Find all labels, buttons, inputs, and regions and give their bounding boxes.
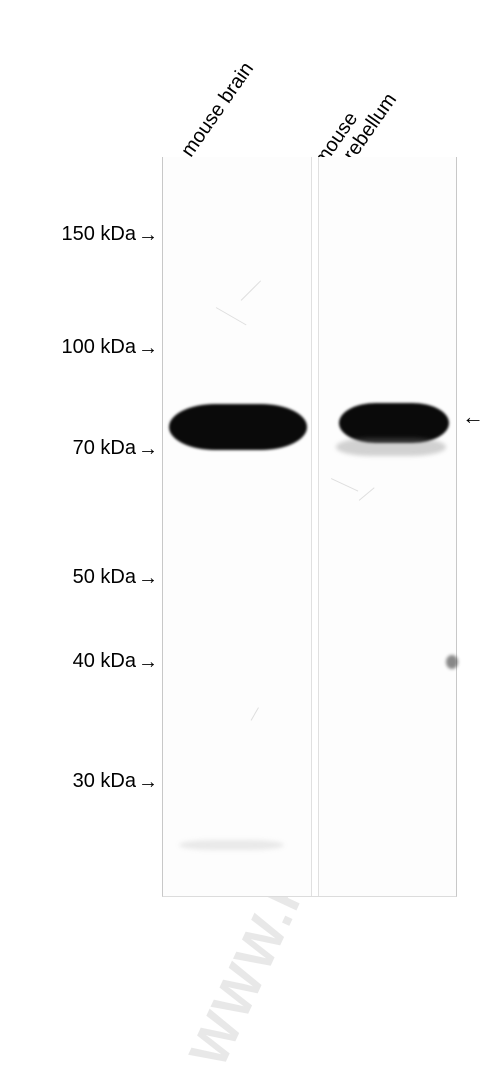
marker-label: 100 kDa bbox=[62, 336, 137, 359]
lane-divider bbox=[311, 157, 319, 896]
artifact-hair bbox=[359, 487, 375, 501]
artifact-hair bbox=[216, 307, 247, 325]
marker-label: 70 kDa bbox=[73, 437, 136, 460]
blot-membrane bbox=[162, 157, 457, 897]
marker-40kda: 40 kDa → bbox=[0, 650, 158, 673]
marker-30kda: 30 kDa → bbox=[0, 770, 158, 793]
marker-50kda: 50 kDa → bbox=[0, 566, 158, 589]
marker-label: 150 kDa bbox=[62, 223, 137, 246]
marker-arrow-icon: → bbox=[138, 338, 158, 358]
band-lane1-main bbox=[169, 404, 307, 450]
marker-arrow-icon: → bbox=[138, 652, 158, 672]
marker-arrow-icon: → bbox=[138, 772, 158, 792]
marker-70kda: 70 kDa → bbox=[0, 437, 158, 460]
lane-label-1: mouse brain bbox=[178, 59, 258, 161]
marker-arrow-icon: → bbox=[138, 225, 158, 245]
band-lane2-main bbox=[339, 403, 449, 443]
artifact-hair bbox=[241, 280, 262, 301]
artifact-hair bbox=[331, 478, 359, 492]
western-blot-figure: WWW.PTGLAB.COM mouse brain mouse cerebel… bbox=[0, 0, 500, 903]
target-band-arrow-icon: ← bbox=[462, 404, 484, 430]
marker-label: 30 kDa bbox=[73, 770, 136, 793]
marker-arrow-icon: → bbox=[138, 439, 158, 459]
marker-arrow-icon: → bbox=[138, 568, 158, 588]
edge-artifact-spot bbox=[446, 655, 458, 669]
marker-label: 50 kDa bbox=[73, 566, 136, 589]
marker-label: 40 kDa bbox=[73, 650, 136, 673]
band-lane2-smear bbox=[336, 438, 446, 456]
artifact-hair bbox=[251, 707, 259, 720]
marker-150kda: 150 kDa → bbox=[0, 223, 158, 246]
band-lane1-faint-low bbox=[179, 840, 284, 850]
marker-100kda: 100 kDa → bbox=[0, 336, 158, 359]
